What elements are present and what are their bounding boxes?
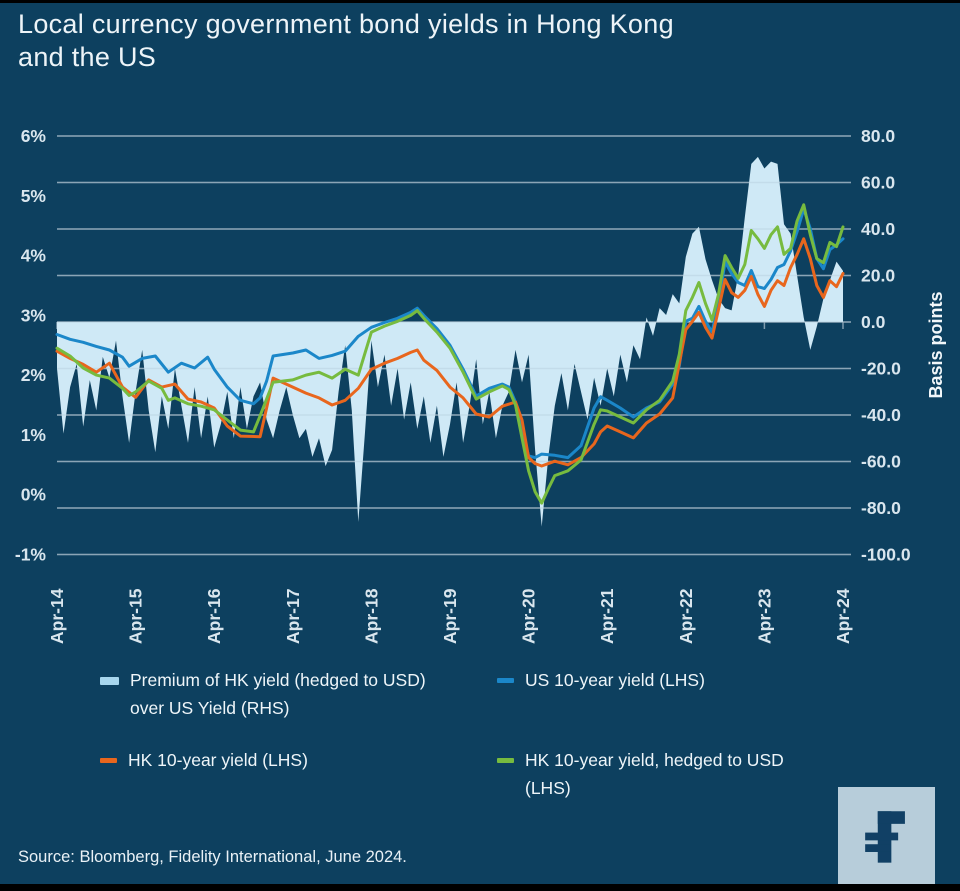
legend-label: HK 10-year yield, hedged to USD (LHS) (525, 750, 784, 798)
hk-10y-line-swatch-icon (100, 758, 117, 763)
top-black-bar (0, 0, 960, 3)
x-axis-tick-label: Apr-19 (440, 588, 460, 644)
premium-area-swatch-icon (100, 677, 119, 685)
right-axis-tick-label: 20.0 (861, 266, 895, 286)
x-axis-tick-label: Apr-17 (283, 589, 303, 644)
right-axis-tick-label: -40.0 (861, 405, 901, 425)
left-axis-tick-label: 3% (21, 305, 47, 325)
x-axis-tick-label: Apr-22 (676, 588, 696, 644)
fidelity-f-icon (865, 811, 905, 863)
x-axis-tick-label: Apr-16 (204, 588, 224, 644)
source-note: Source: Bloomberg, Fidelity Internationa… (18, 848, 407, 866)
us-10y-line-swatch-icon (497, 678, 514, 683)
x-axis-tick-label: Apr-18 (361, 588, 381, 644)
x-axis-tick-label: Apr-24 (833, 588, 853, 644)
x-axis-tick-label: Apr-21 (597, 588, 617, 644)
x-axis-tick-label: Apr-14 (47, 588, 67, 644)
chart-legend: Premium of HK yield (hedged to USD) over… (100, 666, 880, 802)
legend-item-hk-10y: HK 10-year yield (LHS) (100, 746, 497, 802)
left-axis-tick-label: 2% (21, 365, 47, 385)
x-axis-tick-label: Apr-23 (754, 588, 774, 644)
bond-yield-chart: 6% 5% 4% 3% 2% 1% 0% -1% 80.0 60.0 40.0 20.0 0.0 -20.… (15, 126, 946, 644)
legend-item-us-10y: US 10-year yield (LHS) (497, 666, 880, 722)
right-axis-tick-label: -60.0 (861, 452, 901, 472)
legend-label: Premium of HK yield (hedged to USD) over… (130, 670, 426, 718)
x-axis-tick-label: Apr-15 (126, 588, 146, 644)
chart-title: Local currency government bond yields in… (18, 9, 674, 72)
chart-background (0, 3, 960, 884)
left-axis-tick-label: 5% (21, 186, 47, 206)
left-axis-tick-label: -1% (15, 545, 47, 565)
right-axis-title: Basis points (926, 291, 946, 398)
right-axis-tick-label: 40.0 (861, 219, 895, 239)
fidelity-logo (838, 787, 935, 884)
left-axis-tick-label: 4% (21, 246, 47, 266)
left-axis-tick-label: 1% (21, 425, 47, 445)
legend-item-hk-hedged: HK 10-year yield, hedged to USD (LHS) (497, 746, 880, 802)
premium-area (57, 156, 843, 527)
right-axis-tick-label: 0.0 (861, 312, 886, 332)
left-axis-tick-label: 0% (21, 485, 47, 505)
right-axis-tick-label: -20.0 (861, 359, 901, 379)
legend-label: US 10-year yield (LHS) (525, 670, 705, 690)
legend-label: HK 10-year yield (LHS) (128, 750, 308, 770)
legend-item-premium: Premium of HK yield (hedged to USD) over… (100, 666, 497, 722)
right-axis-tick-label: 80.0 (861, 126, 895, 146)
hk-10-year-yield-hedged-to-usd-lhs--line (55, 203, 845, 505)
right-axis-tick-label: 60.0 (861, 173, 895, 193)
x-axis-tick-label: Apr-20 (519, 588, 539, 644)
right-axis-tick-label: -80.0 (861, 498, 901, 518)
hk-hedged-line-swatch-icon (497, 758, 514, 763)
hk-10-year-yield-lhs--line (55, 237, 845, 468)
bottom-black-bar (0, 884, 960, 891)
left-axis-tick-label: 6% (21, 126, 47, 146)
right-axis-tick-label: -100.0 (861, 545, 911, 565)
